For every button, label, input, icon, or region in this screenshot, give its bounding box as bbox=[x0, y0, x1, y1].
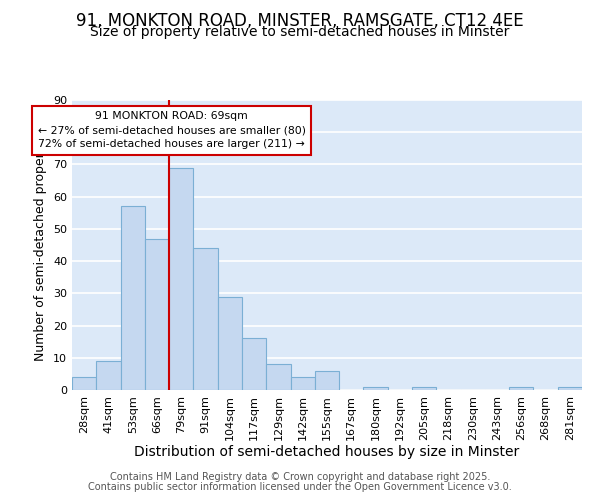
Bar bbox=[315, 370, 339, 390]
Bar bbox=[169, 168, 193, 390]
Bar bbox=[72, 377, 96, 390]
Text: 91 MONKTON ROAD: 69sqm
← 27% of semi-detached houses are smaller (80)
72% of sem: 91 MONKTON ROAD: 69sqm ← 27% of semi-det… bbox=[38, 112, 305, 150]
Bar bbox=[509, 387, 533, 390]
Bar bbox=[96, 361, 121, 390]
Text: Contains HM Land Registry data © Crown copyright and database right 2025.: Contains HM Land Registry data © Crown c… bbox=[110, 472, 490, 482]
Bar bbox=[364, 387, 388, 390]
Bar bbox=[145, 238, 169, 390]
Bar bbox=[242, 338, 266, 390]
Text: Contains public sector information licensed under the Open Government Licence v3: Contains public sector information licen… bbox=[88, 482, 512, 492]
Text: Size of property relative to semi-detached houses in Minster: Size of property relative to semi-detach… bbox=[91, 25, 509, 39]
X-axis label: Distribution of semi-detached houses by size in Minster: Distribution of semi-detached houses by … bbox=[134, 446, 520, 460]
Text: 91, MONKTON ROAD, MINSTER, RAMSGATE, CT12 4EE: 91, MONKTON ROAD, MINSTER, RAMSGATE, CT1… bbox=[76, 12, 524, 30]
Bar bbox=[121, 206, 145, 390]
Bar bbox=[558, 387, 582, 390]
Bar bbox=[266, 364, 290, 390]
Y-axis label: Number of semi-detached properties: Number of semi-detached properties bbox=[34, 130, 47, 360]
Bar bbox=[218, 296, 242, 390]
Bar bbox=[193, 248, 218, 390]
Bar bbox=[290, 377, 315, 390]
Bar bbox=[412, 387, 436, 390]
